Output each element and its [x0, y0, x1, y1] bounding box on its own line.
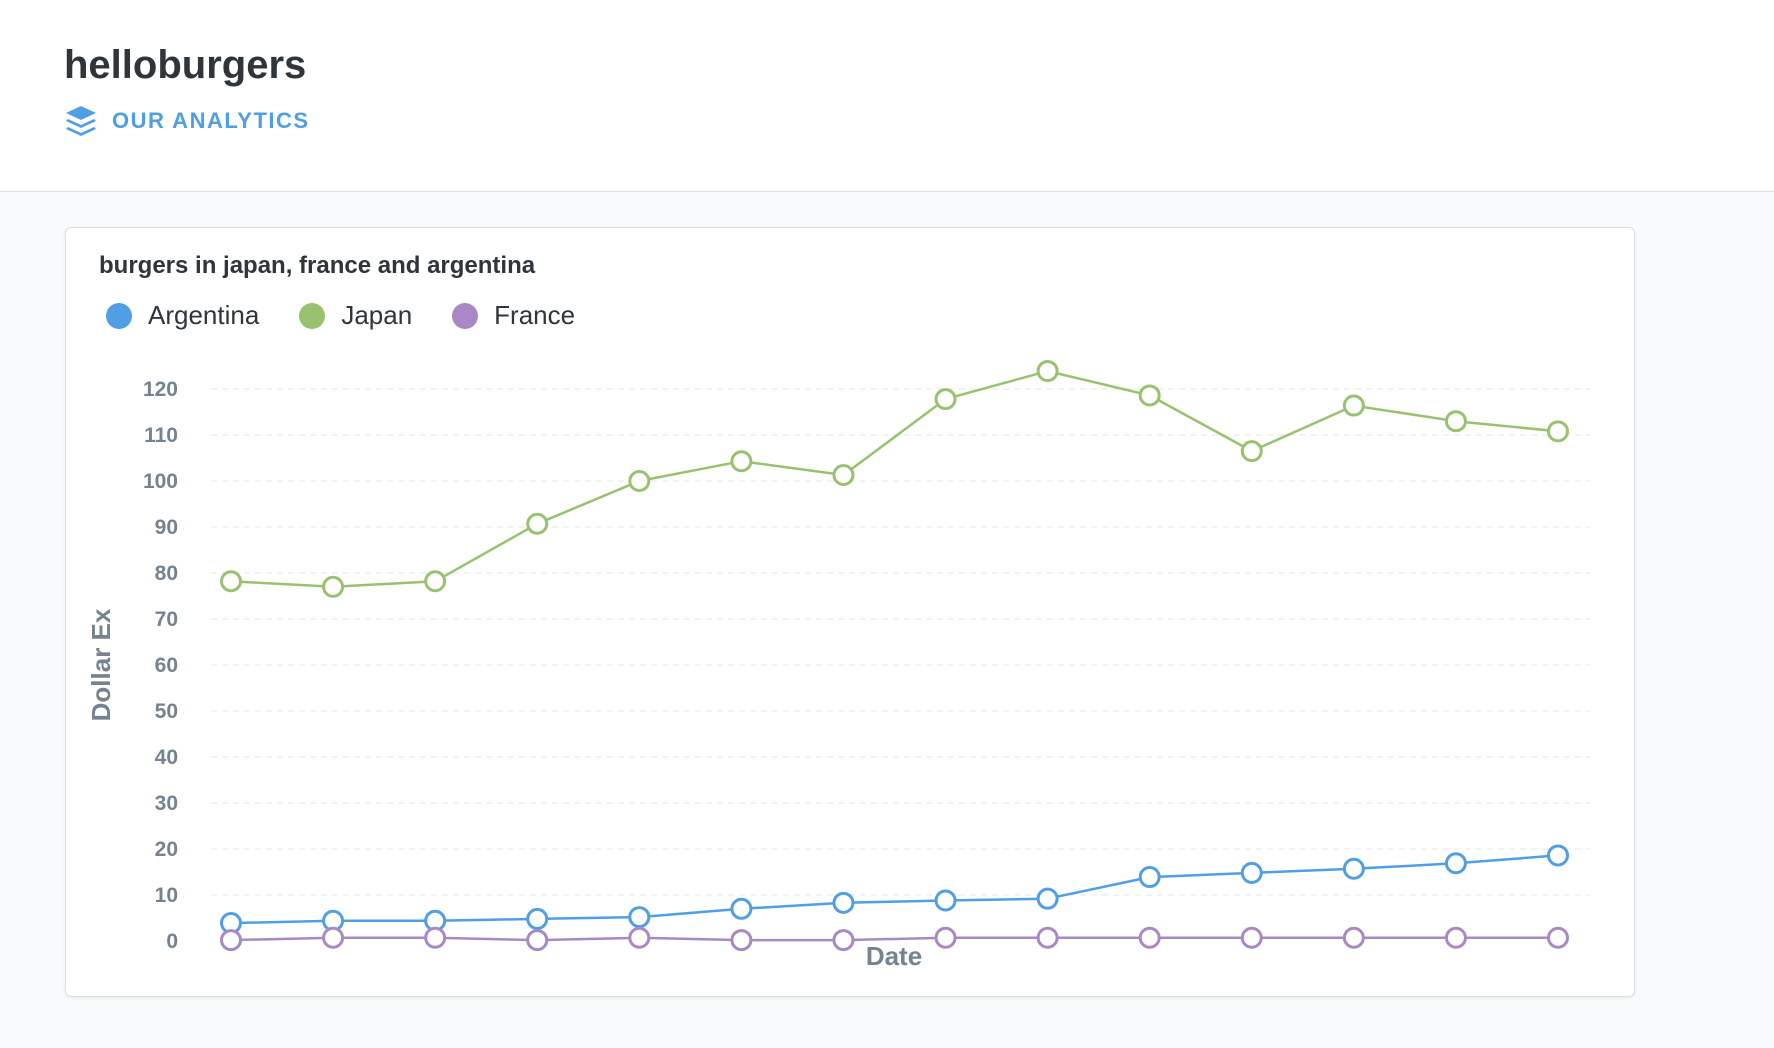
y-tick-label: 120 [143, 378, 178, 401]
y-tick-label: 0 [166, 930, 178, 953]
legend-dot-argentina [106, 302, 132, 329]
y-tick-label: 40 [155, 746, 178, 769]
data-point-france[interactable] [1240, 926, 1263, 949]
y-tick-label: 10 [155, 884, 178, 907]
data-point-argentina[interactable] [1547, 844, 1569, 867]
data-point-france[interactable] [1444, 926, 1467, 949]
data-point-japan[interactable] [526, 512, 549, 535]
y-tick-label: 50 [155, 700, 178, 723]
data-point-argentina[interactable] [628, 906, 651, 929]
y-tick-label: 30 [155, 792, 178, 815]
data-point-japan[interactable] [1138, 384, 1161, 407]
y-tick-label: 100 [143, 470, 178, 493]
dashboard-card[interactable]: 0 10 20 30 40 50 60 70 80 90 100 110 120 Dollar Ex Dat… [65, 227, 1635, 997]
data-point-argentina[interactable] [832, 891, 855, 914]
data-point-france[interactable] [1036, 926, 1059, 949]
data-point-japan[interactable] [730, 450, 753, 473]
data-point-japan[interactable] [934, 388, 957, 411]
legend-item-france[interactable]: France [452, 300, 575, 331]
data-point-japan[interactable] [832, 464, 855, 487]
dashboard-header: helloburgers OUR ANALYTICS [0, 0, 1774, 192]
legend-label-japan: Japan [341, 300, 413, 330]
data-point-japan[interactable] [628, 470, 651, 492]
data-point-japan[interactable] [1444, 410, 1467, 433]
series-line-argentina [230, 854, 1559, 925]
data-point-argentina[interactable] [1342, 857, 1365, 880]
x-axis-label: Date [866, 941, 922, 971]
data-point-france[interactable] [1547, 926, 1569, 949]
data-point-argentina[interactable] [526, 907, 549, 930]
data-point-japan[interactable] [1547, 420, 1569, 443]
data-point-argentina[interactable] [1444, 852, 1467, 875]
collection-label: OUR ANALYTICS [112, 108, 310, 133]
y-tick-label: 70 [155, 608, 178, 631]
line-chart: 0 10 20 30 40 50 60 70 80 90 100 110 120 Dollar Ex Dat… [86, 360, 1591, 971]
legend-dot-japan [299, 302, 326, 329]
y-tick-label: 110 [144, 424, 178, 447]
data-point-france[interactable] [322, 926, 345, 949]
data-point-argentina[interactable] [1138, 866, 1161, 889]
y-tick-label: 80 [155, 562, 178, 585]
data-point-japan[interactable] [322, 575, 345, 598]
legend-dot-france [452, 302, 479, 329]
y-axis-label: Dollar Ex [86, 608, 116, 721]
data-point-france[interactable] [424, 926, 447, 949]
data-point-france[interactable] [832, 929, 855, 952]
legend-item-japan[interactable]: Japan [299, 300, 412, 331]
data-point-japan[interactable] [1342, 394, 1365, 417]
chart-legend: Argentina Japan France [106, 300, 615, 331]
dashboard-title: helloburgers [64, 43, 307, 87]
data-point-japan[interactable] [220, 570, 242, 593]
card-title[interactable]: burgers in japan, france and argentina [99, 252, 536, 279]
legend-item-argentina[interactable]: Argentina [106, 300, 259, 331]
data-point-france[interactable] [1342, 926, 1365, 949]
data-point-argentina[interactable] [1036, 887, 1059, 910]
data-point-argentina[interactable] [934, 889, 957, 912]
collection-stack-icon [66, 106, 96, 136]
data-point-france[interactable] [934, 926, 957, 949]
data-point-argentina[interactable] [730, 897, 753, 920]
data-point-japan[interactable] [1240, 440, 1263, 463]
data-point-japan[interactable] [1036, 360, 1059, 383]
data-point-france[interactable] [220, 929, 242, 952]
series-line-france [230, 936, 1558, 942]
y-tick-label: 90 [155, 516, 178, 539]
y-tick-label: 20 [155, 838, 178, 861]
data-point-argentina[interactable] [1240, 861, 1263, 884]
y-tick-label: 60 [155, 654, 178, 677]
data-point-france[interactable] [1138, 926, 1161, 949]
data-point-france[interactable] [526, 929, 549, 952]
data-point-france[interactable] [730, 929, 753, 952]
legend-label-france: France [494, 300, 576, 330]
data-point-japan[interactable] [424, 570, 447, 593]
legend-label-argentina: Argentina [148, 300, 260, 330]
series-line-japan [230, 369, 1559, 589]
data-point-france[interactable] [628, 926, 651, 949]
collection-link[interactable]: OUR ANALYTICS [64, 104, 310, 138]
